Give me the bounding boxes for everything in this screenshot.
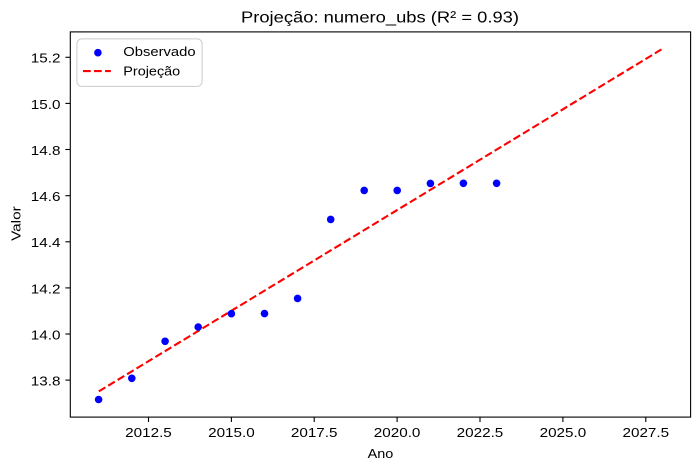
svg-text:2017.5: 2017.5 — [291, 425, 338, 440]
svg-text:Ano: Ano — [368, 446, 394, 461]
svg-text:2015.0: 2015.0 — [208, 425, 255, 440]
svg-text:14.8: 14.8 — [31, 143, 61, 158]
svg-text:2022.5: 2022.5 — [457, 425, 504, 440]
svg-text:Projeção: Projeção — [123, 64, 180, 79]
svg-text:15.0: 15.0 — [31, 97, 61, 112]
svg-text:2012.5: 2012.5 — [125, 425, 172, 440]
svg-text:14.6: 14.6 — [31, 189, 61, 204]
svg-text:14.0: 14.0 — [31, 327, 61, 342]
svg-text:2020.0: 2020.0 — [374, 425, 421, 440]
svg-text:15.2: 15.2 — [31, 51, 61, 66]
svg-text:Observado: Observado — [123, 44, 195, 59]
svg-text:2025.0: 2025.0 — [540, 425, 587, 440]
svg-text:14.4: 14.4 — [31, 235, 61, 250]
svg-text:Valor: Valor — [9, 206, 24, 241]
svg-text:Projeção: numero_ubs (R² = 0.9: Projeção: numero_ubs (R² = 0.93) — [241, 9, 519, 26]
svg-text:13.8: 13.8 — [31, 373, 61, 388]
svg-text:2027.5: 2027.5 — [623, 425, 670, 440]
svg-text:14.2: 14.2 — [31, 281, 61, 296]
